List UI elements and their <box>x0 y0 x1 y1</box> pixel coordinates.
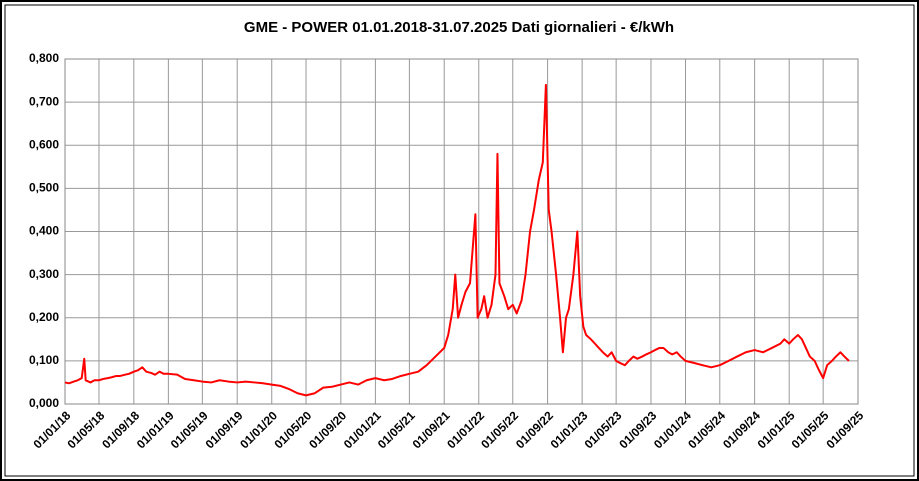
y-tick-label: 0,200 <box>29 310 59 324</box>
y-tick-label: 0,100 <box>29 353 59 367</box>
y-tick-label: 0,400 <box>29 224 59 238</box>
price-line <box>64 83 850 397</box>
inner-frame <box>4 4 915 477</box>
y-tick-label: 0,600 <box>29 137 59 151</box>
y-tick-label: 0,800 <box>29 51 59 65</box>
y-tick-label: 0,000 <box>29 396 59 410</box>
y-tick-label: 0,300 <box>29 267 59 281</box>
chart-title: GME - POWER 01.01.2018-31.07.2025 Dati g… <box>244 19 674 36</box>
y-tick-label: 0,700 <box>29 94 59 108</box>
y-tick-label: 0,500 <box>29 181 59 195</box>
plot-border <box>64 58 859 405</box>
